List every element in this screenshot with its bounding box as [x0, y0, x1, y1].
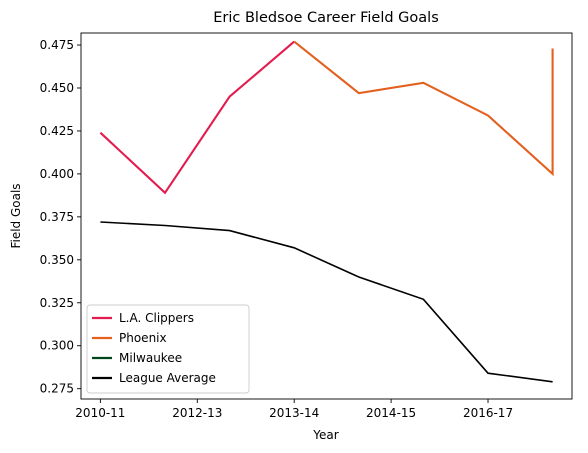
series-line-0 — [99, 40, 295, 195]
y-tick-label: 0.375 — [40, 210, 74, 224]
x-axis: 2010-11 2012-13 2013-14 2014-15 2016-17 — [75, 399, 513, 420]
legend-label: Milwaukee — [119, 351, 182, 365]
series-line-1 — [293, 40, 554, 177]
y-tick-label: 0.425 — [40, 124, 74, 138]
legend: L.A. Clippers Phoenix Milwaukee League Aver… — [86, 304, 250, 394]
legend-label: L.A. Clippers — [119, 311, 194, 325]
y-tick-label: 0.275 — [40, 382, 74, 396]
chart-title: Eric Bledsoe Career Field Goals — [213, 10, 439, 26]
y-axis-title: Field Goals — [9, 183, 23, 248]
x-tick-label: 2014-15 — [366, 406, 416, 420]
x-tick-label: 2016-17 — [463, 406, 513, 420]
legend-label: League Average — [119, 371, 216, 385]
y-tick-label: 0.450 — [40, 81, 74, 95]
y-axis: 0.275 0.300 0.325 0.350 0.375 0.400 0.425 0.450… — [40, 38, 81, 396]
y-tick-label: 0.475 — [40, 38, 74, 52]
axes-frame — [80, 32, 573, 400]
series-line-3 — [100, 221, 553, 383]
y-tick-label: 0.300 — [40, 339, 74, 353]
plot-area — [80, 32, 573, 400]
legend-label: Phoenix — [119, 331, 167, 345]
y-tick-label: 0.350 — [40, 253, 74, 267]
x-tick-label: 2010-11 — [75, 406, 125, 420]
legend-box — [86, 304, 250, 394]
y-tick-label: 0.325 — [40, 296, 74, 310]
x-tick-label: 2013-14 — [269, 406, 319, 420]
x-tick-label: 2012-13 — [172, 406, 222, 420]
x-axis-title: Year — [312, 428, 338, 442]
y-tick-label: 0.400 — [40, 167, 74, 181]
